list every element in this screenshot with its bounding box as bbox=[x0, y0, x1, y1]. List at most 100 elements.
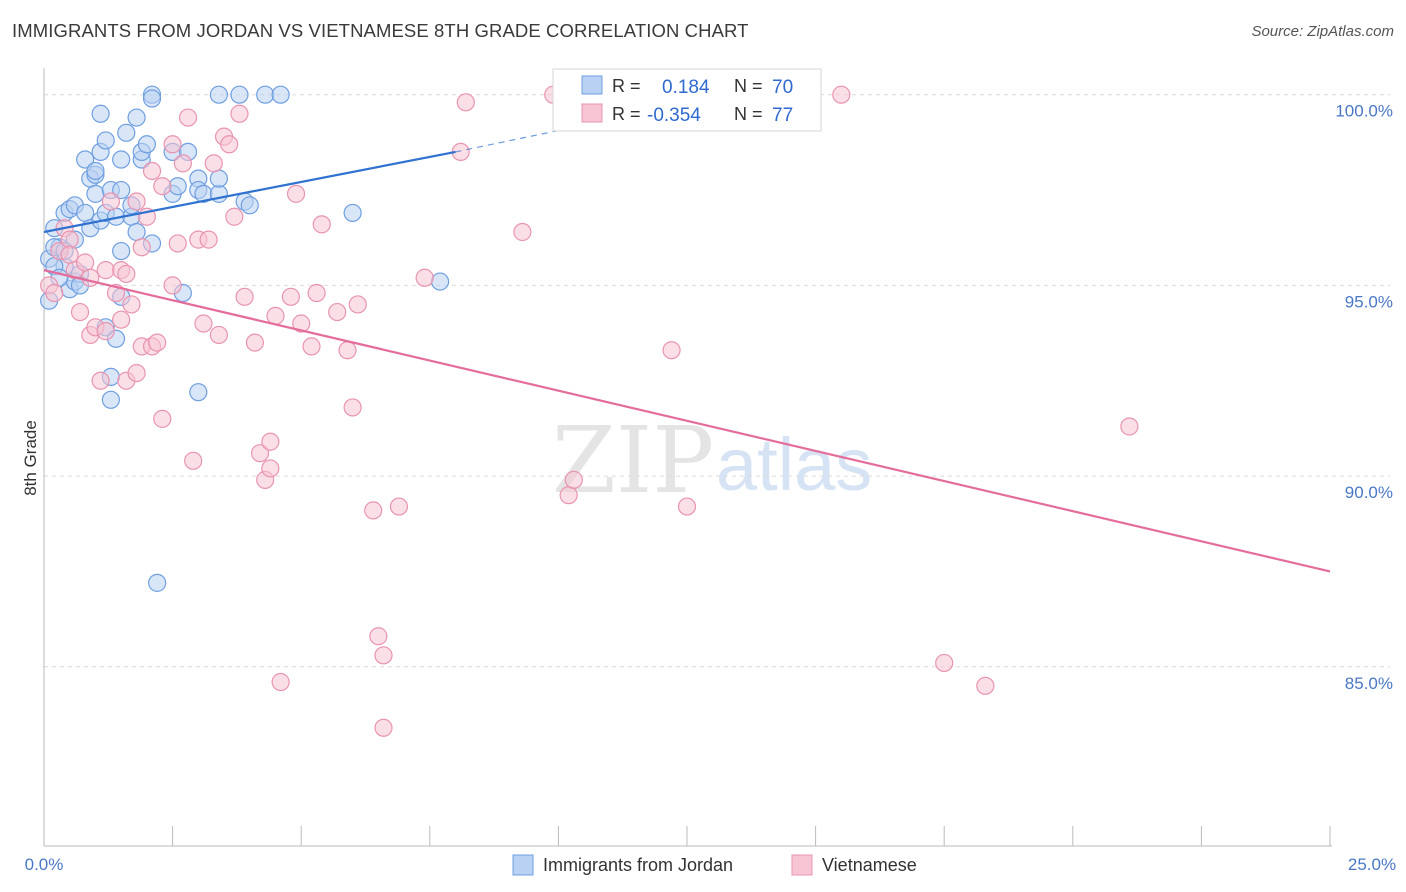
vietnamese-point-37 bbox=[184, 451, 203, 470]
vietnamese-point-8 bbox=[76, 253, 95, 272]
vietnamese-point-35 bbox=[173, 154, 192, 173]
y-tick-labels: 100.0% 95.0% 90.0% 85.0% bbox=[1335, 102, 1393, 693]
vietnamese-point-52 bbox=[261, 432, 280, 451]
jordan-point-44 bbox=[148, 573, 167, 592]
vietnamese-point-22 bbox=[127, 363, 146, 383]
jordan-point-29 bbox=[112, 150, 131, 169]
jordan-point-47 bbox=[168, 177, 187, 196]
legend-swatch-blue bbox=[581, 75, 603, 95]
vietnamese-point-60 bbox=[312, 215, 331, 234]
jordan-point-59 bbox=[240, 196, 259, 215]
jordan-point-32 bbox=[112, 241, 131, 261]
jordan-point-43 bbox=[142, 89, 162, 108]
vietnamese-point-61 bbox=[328, 302, 347, 322]
legend-r-value-1: 0.184 bbox=[662, 77, 710, 98]
bottom-legend-label-jordan: Immigrants from Jordan bbox=[543, 855, 733, 875]
jordan-point-62 bbox=[343, 203, 362, 223]
vietnamese-point-51 bbox=[261, 459, 280, 478]
vietnamese-point-55 bbox=[281, 287, 301, 306]
vietnamese-point-57 bbox=[292, 314, 311, 333]
vietnamese-point-62 bbox=[338, 341, 357, 360]
x-ticks bbox=[43, 826, 1331, 846]
vietnamese-point-49 bbox=[250, 444, 270, 463]
vietnamese-point-75 bbox=[559, 486, 578, 505]
legend-swatch-pink bbox=[581, 103, 603, 123]
legend-n-value-2: 77 bbox=[772, 105, 793, 126]
jordan-point-23 bbox=[96, 131, 115, 150]
vietnamese-point-far-0 bbox=[662, 341, 681, 360]
bottom-legend-swatch-vietnamese bbox=[791, 854, 813, 876]
jordan-point-26 bbox=[101, 390, 120, 409]
vietnamese-point-13 bbox=[96, 261, 115, 280]
axes bbox=[43, 68, 1332, 847]
vietnamese-point-45 bbox=[225, 207, 244, 226]
vietnamese-point-28 bbox=[142, 161, 162, 181]
legend-n-label-2: N = bbox=[734, 104, 763, 124]
jordan-point-63 bbox=[430, 272, 450, 291]
jordan-point-55 bbox=[209, 169, 228, 188]
trend-line-jordan bbox=[43, 150, 456, 234]
legend-r-label-1: R = bbox=[612, 76, 641, 96]
vietnamese-point-47 bbox=[235, 287, 254, 306]
vietnamese-point-69 bbox=[389, 497, 409, 516]
vietnamese-point-56 bbox=[286, 184, 306, 203]
vietnamese-point-1 bbox=[45, 283, 64, 303]
y-tick-label-3: 85.0% bbox=[1345, 674, 1393, 693]
bottom-legend-label-vietnamese: Vietnamese bbox=[822, 855, 917, 875]
jordan-point-50 bbox=[189, 383, 208, 402]
vietnamese-point-7 bbox=[70, 302, 90, 322]
vietnamese-point-23 bbox=[127, 192, 146, 211]
vietnamese-point-72 bbox=[456, 93, 475, 112]
x-tick-label-right: 25.0% bbox=[1348, 855, 1396, 874]
gridlines bbox=[44, 94, 1390, 668]
legend-r-label-2: R = bbox=[612, 104, 641, 124]
jordan-point-57 bbox=[230, 85, 249, 104]
vietnamese-point-73 bbox=[513, 222, 532, 242]
vietnamese-point-70 bbox=[415, 268, 434, 287]
vietnamese-point-far-3 bbox=[935, 653, 954, 673]
vietnamese-point-65 bbox=[364, 501, 383, 520]
jordan-point-30 bbox=[112, 180, 131, 200]
y-tick-label-0: 100.0% bbox=[1335, 102, 1393, 121]
vietnamese-point-20 bbox=[117, 264, 136, 284]
vietnamese-point-39 bbox=[194, 314, 213, 333]
vietnamese-point-44 bbox=[220, 135, 239, 154]
vietnamese-point-41 bbox=[204, 154, 223, 173]
y-tick-label-1: 95.0% bbox=[1345, 292, 1393, 311]
jordan-point-56 bbox=[209, 85, 228, 104]
bottom-legend-swatch-jordan bbox=[512, 854, 534, 876]
vietnamese-point-18 bbox=[112, 310, 131, 329]
vietnamese-point-63 bbox=[343, 398, 362, 417]
vietnamese-point-48 bbox=[245, 333, 265, 352]
vietnamese-point-31 bbox=[153, 177, 172, 196]
vietnamese-point-10 bbox=[81, 268, 100, 287]
jordan-point-33 bbox=[117, 123, 136, 142]
vietnamese-point-64 bbox=[348, 295, 367, 314]
vietnamese-point-far-1 bbox=[677, 497, 697, 516]
jordan-point-15 bbox=[86, 184, 105, 203]
correlation-legend: R = 0.184 N = 70 R = -0.354 N = 77 bbox=[552, 68, 822, 132]
vietnamese-point-32 bbox=[163, 276, 182, 295]
y-axis-title: 8th Grade bbox=[21, 420, 40, 496]
data-points bbox=[40, 85, 1139, 737]
jordan-point-60 bbox=[256, 85, 275, 104]
jordan-point-12 bbox=[76, 150, 95, 169]
vietnamese-point-33 bbox=[163, 135, 182, 154]
watermark-zip: ZIP bbox=[552, 407, 714, 514]
x-tick-label-left: 0.0% bbox=[25, 855, 64, 874]
legend-r-value-2: -0.354 bbox=[647, 105, 701, 126]
vietnamese-point-21 bbox=[122, 295, 141, 314]
vietnamese-point-67 bbox=[374, 646, 393, 665]
source-label: Source: ZipAtlas.com bbox=[1251, 23, 1394, 40]
jordan-point-37 bbox=[127, 108, 146, 127]
jordan-point-61 bbox=[271, 85, 290, 104]
vietnamese-point-40 bbox=[199, 230, 218, 249]
vietnamese-point-30 bbox=[153, 409, 172, 428]
jordan-point-40 bbox=[137, 135, 156, 154]
vietnamese-point-far-2 bbox=[832, 85, 851, 104]
trend-lines bbox=[43, 124, 1331, 573]
vietnamese-point-34 bbox=[168, 234, 187, 253]
vietnamese-point-68 bbox=[374, 718, 393, 737]
vietnamese-point-24 bbox=[132, 238, 151, 257]
vietnamese-point-29 bbox=[148, 333, 167, 352]
